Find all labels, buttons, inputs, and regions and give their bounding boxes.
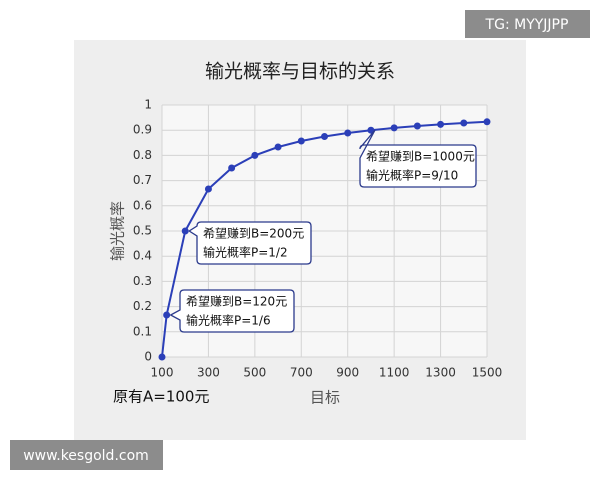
x-axis-label: 目标 [310,389,340,407]
x-tick-label: 1500 [472,366,503,380]
line [161,120,488,358]
y-tick-label: 0.1 [133,324,152,338]
y-tick-label: 0.7 [133,173,152,187]
point [460,119,468,127]
point [321,133,328,140]
y-tick-label: 0 [144,350,152,364]
point [297,137,305,145]
callout-text: 希望赚到B=120元 [186,294,287,309]
point [437,120,445,128]
y-tick-label: 0.3 [133,274,152,288]
callout-text: 希望赚到B=1000元 [366,149,475,164]
x-tick-label: 1100 [379,366,410,380]
watermark-box [10,440,163,470]
y-tick-label: 0.2 [133,299,152,313]
y-tick-label: 0.4 [133,249,152,263]
x-tick-label: 900 [336,366,359,380]
point [251,151,259,159]
point [158,353,166,361]
y-tick-label: 0.6 [133,198,152,212]
y-axis-label: 输光概率 [109,201,127,261]
point [413,122,421,130]
callout-text: 输光概率P=9/10 [366,168,458,183]
point [344,129,352,137]
y-tick-label: 0.8 [133,148,152,162]
callout-text: 输光概率P=1/6 [186,313,271,328]
callout-box [359,129,477,188]
callout-box [188,221,312,265]
point [181,227,189,235]
callout-box [169,289,295,333]
x-tick-label: 100 [151,366,174,380]
callout-text: 输光概率P=1/2 [203,245,288,260]
x-tick-label: 300 [197,366,220,380]
x-tick-label: 500 [243,366,266,380]
point [483,118,491,126]
x-tick-label: 1300 [425,366,456,380]
note: 原有A=100元 [113,388,209,406]
x-tick-label: 700 [290,366,313,380]
y-tick-label: 1 [144,98,152,112]
point [204,185,212,193]
point [228,164,236,172]
point [390,124,398,132]
watermark: www.kesgold.com [23,448,149,464]
point [163,311,171,319]
callout-text: 希望赚到B=200元 [203,226,304,241]
y-tick-label: 0.9 [133,123,152,137]
point [274,143,282,151]
chart-title: 输光概率与目标的关系 [205,61,395,83]
y-tick-label: 0.5 [133,224,152,238]
watermark-box [465,10,590,38]
watermark: TG: MYYJJPP [485,17,569,33]
